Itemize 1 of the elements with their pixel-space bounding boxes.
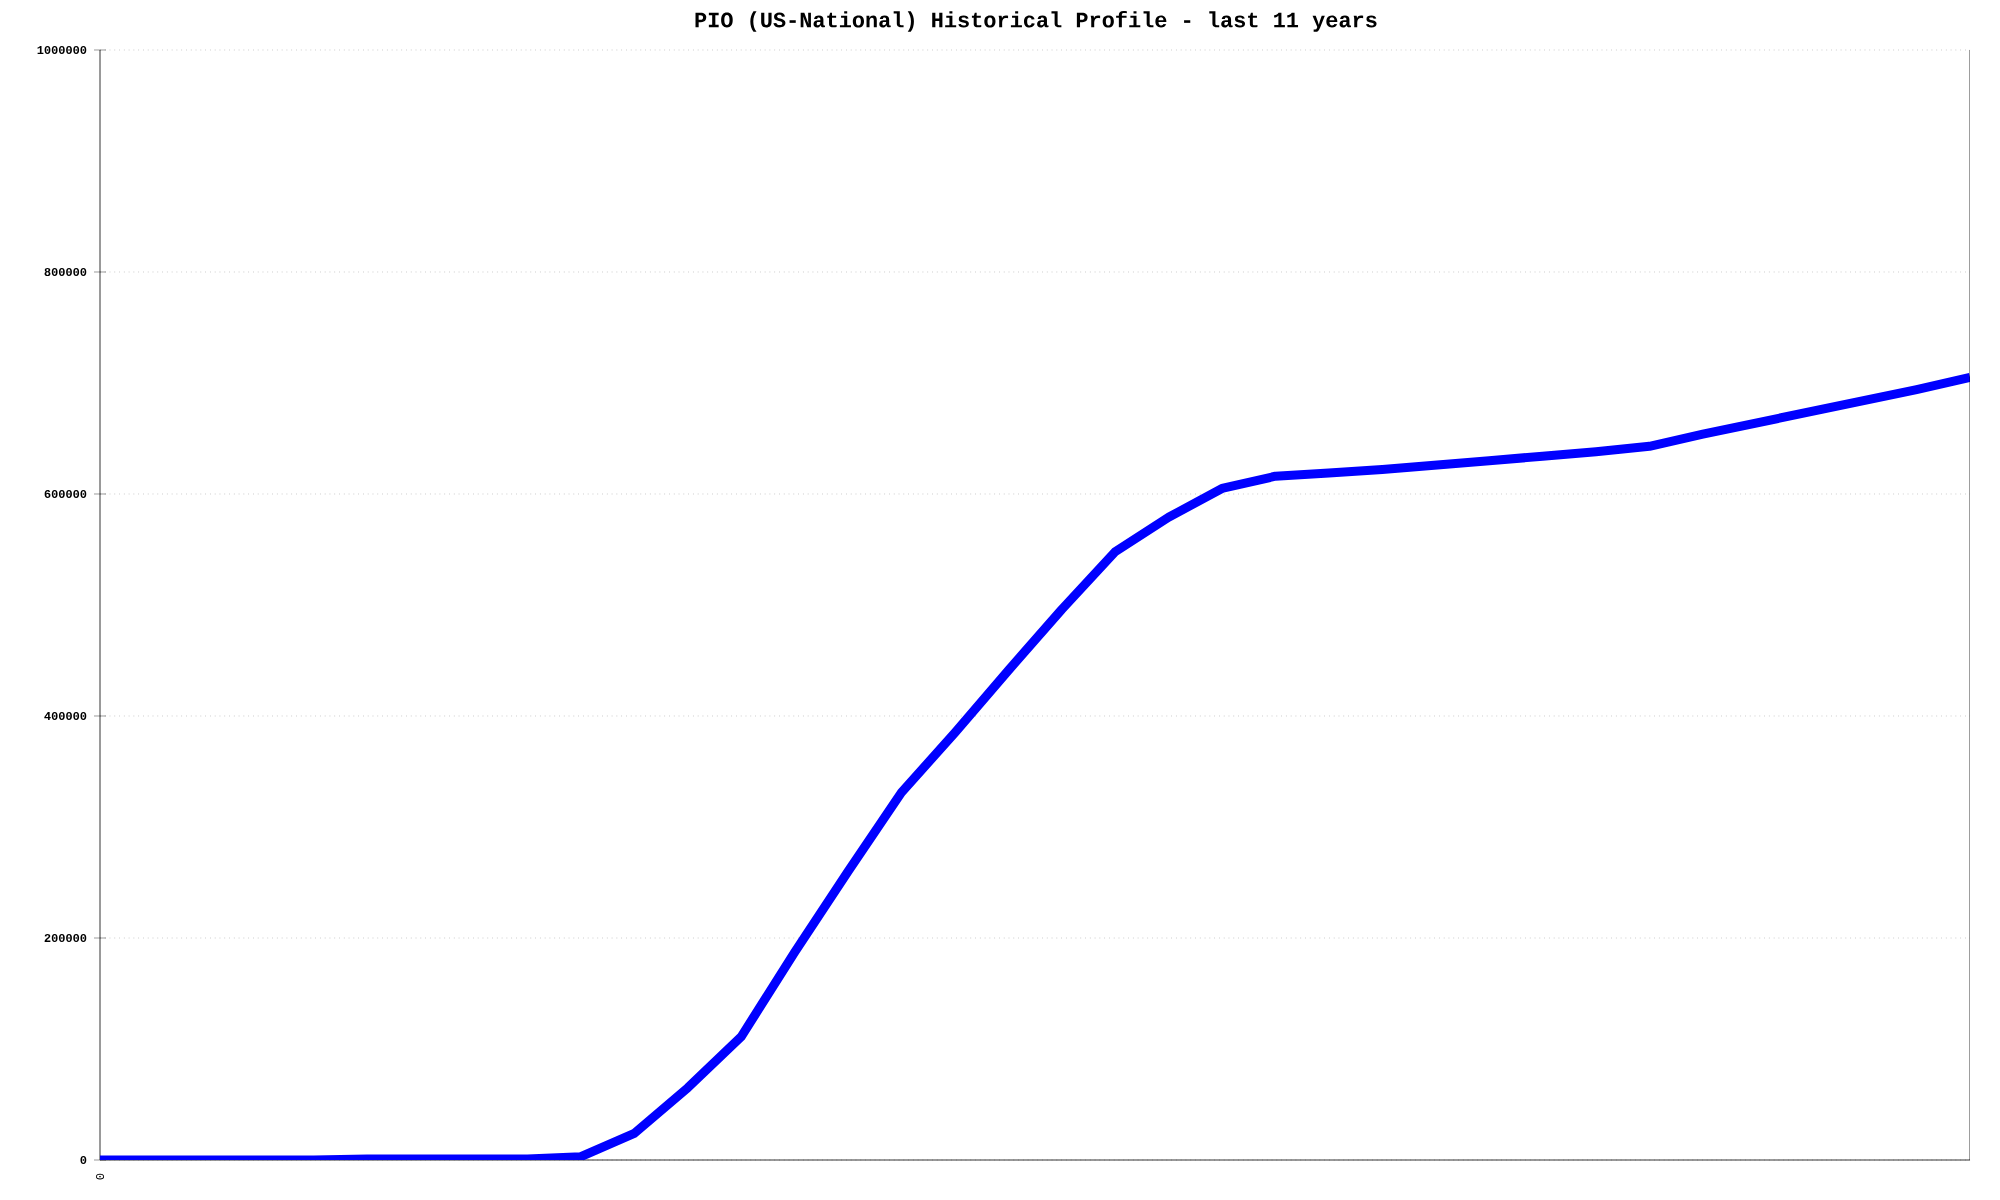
chart-title: PIO (US-National) Historical Profile - last 11 years — [695, 11, 1377, 32]
